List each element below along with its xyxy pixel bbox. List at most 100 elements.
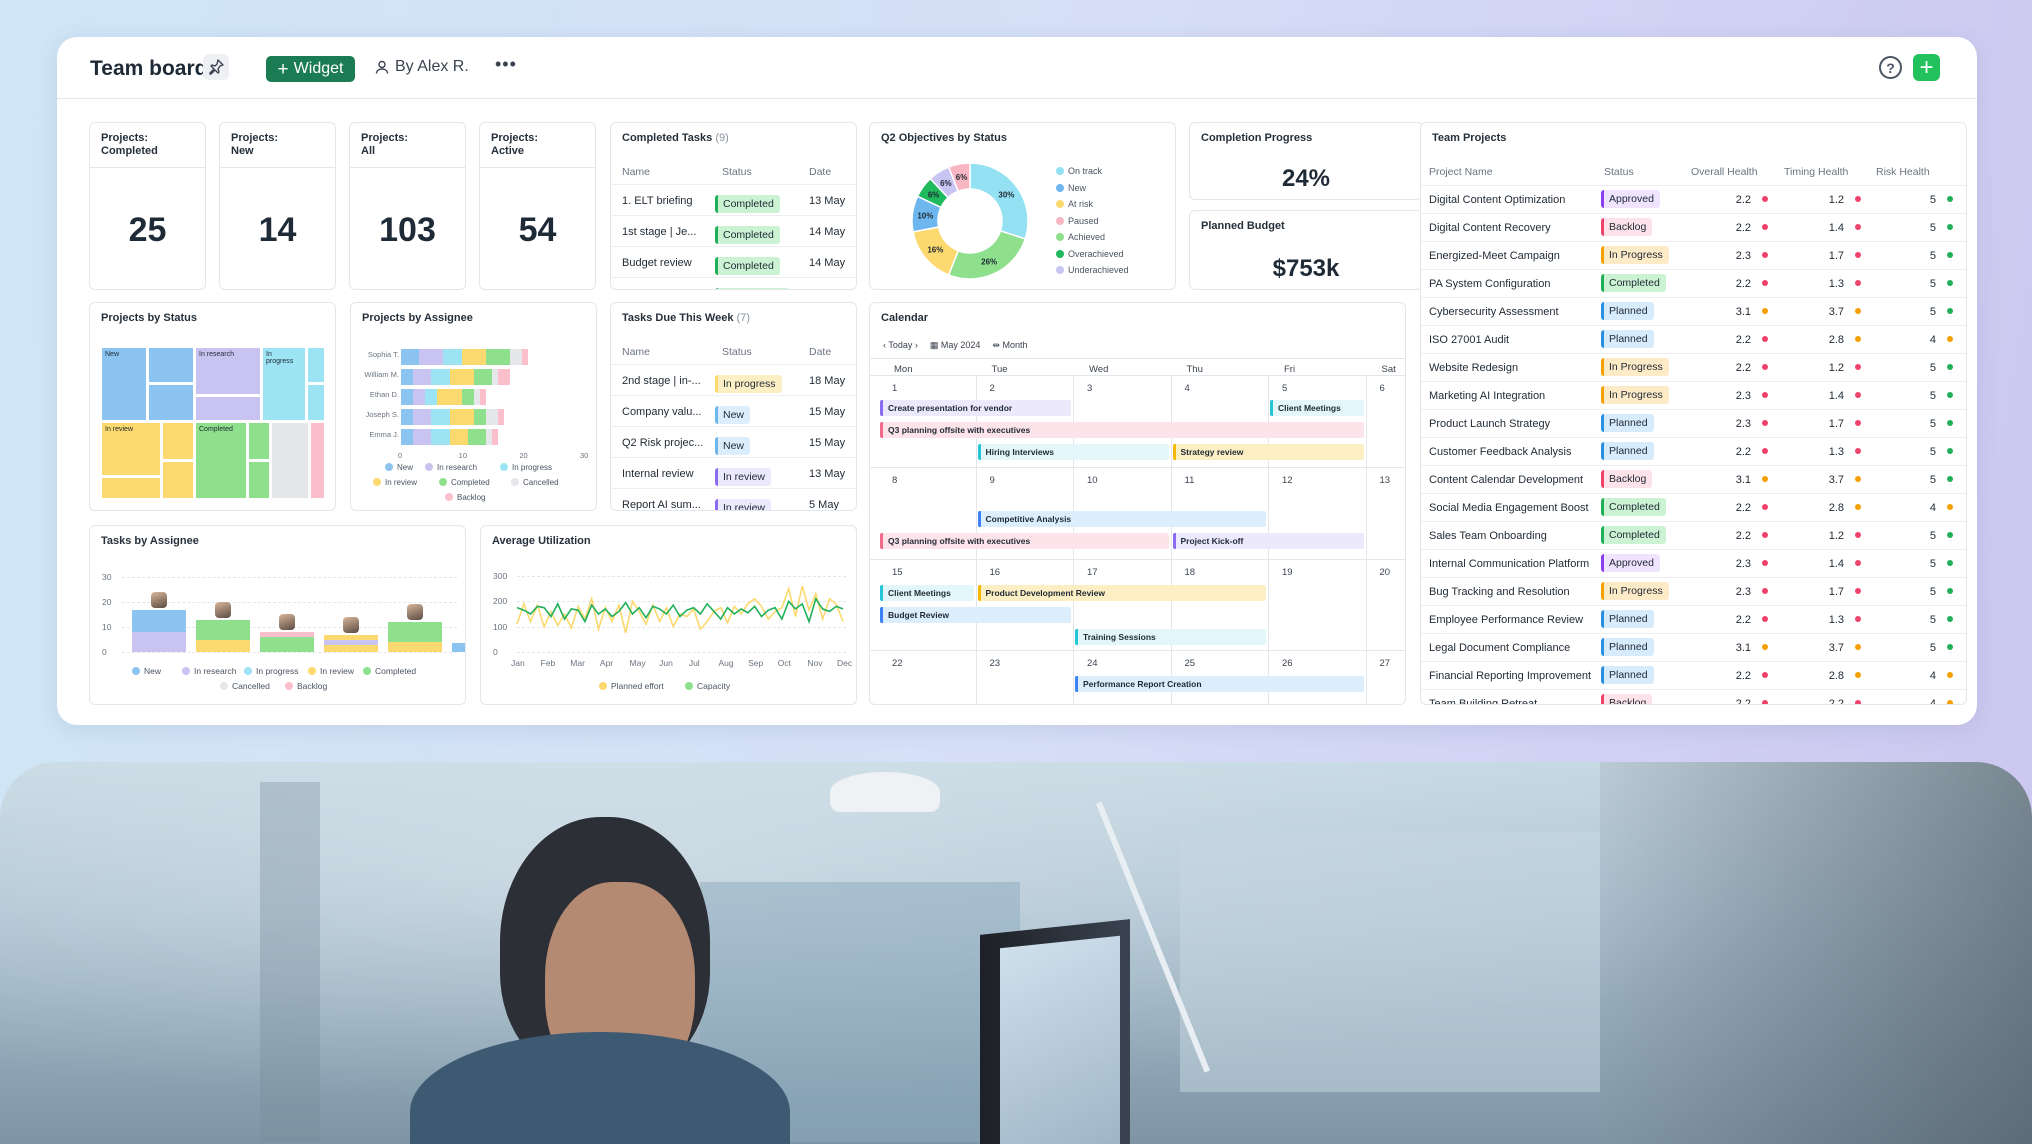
- table-row[interactable]: Budget review Completed 14 May: [611, 246, 856, 277]
- table-row[interactable]: Customer Feedback Analysis Planned 2.2 1.3 5: [1421, 437, 1966, 465]
- legend-item[interactable]: In review: [373, 478, 417, 487]
- legend-item[interactable]: On track: [1056, 166, 1102, 176]
- table-row[interactable]: ISO 27001 Audit Planned 2.2 2.8 4: [1421, 325, 1966, 353]
- bar-segment[interactable]: [449, 369, 474, 385]
- bar-segment[interactable]: [413, 429, 432, 445]
- bar-segment[interactable]: [413, 409, 432, 425]
- calendar-event[interactable]: Product Development Review: [977, 585, 1266, 601]
- column-header[interactable]: Status: [722, 166, 752, 178]
- table-row[interactable]: Digital Content Optimization Approved 2.2 1…: [1421, 185, 1966, 213]
- column-header[interactable]: Timing Health: [1784, 166, 1849, 178]
- calendar-event[interactable]: Hiring Interviews: [977, 444, 1169, 460]
- calendar-event[interactable]: Performance Report Creation: [1075, 676, 1364, 692]
- bar-segment[interactable]: [461, 389, 474, 405]
- bar-segment[interactable]: [401, 369, 414, 385]
- calendar-event[interactable]: Strategy review: [1172, 444, 1364, 460]
- legend-item[interactable]: Completed: [363, 666, 416, 676]
- owner-filter[interactable]: By Alex R.: [375, 58, 469, 76]
- calendar-day-cell[interactable]: [1268, 559, 1366, 651]
- calendar-event[interactable]: Project Kick-off: [1172, 533, 1364, 549]
- bar-segment[interactable]: [449, 429, 468, 445]
- help-button[interactable]: ?: [1879, 56, 1902, 79]
- calendar-event[interactable]: Training Sessions: [1075, 629, 1266, 645]
- capacity-line[interactable]: [516, 596, 844, 625]
- table-row[interactable]: Marketing AI Integration In Progress 2.3 1.…: [1421, 381, 1966, 409]
- add-widget-button[interactable]: + Widget: [266, 56, 355, 82]
- table-row[interactable]: Content Calendar Development Backlog 3.1 3.…: [1421, 465, 1966, 493]
- table-row[interactable]: Social Media Engagement Boost Completed 2.…: [1421, 493, 1966, 521]
- treemap-cell[interactable]: [249, 462, 269, 498]
- table-row[interactable]: Q2 Risk projec... New 15 May: [611, 426, 856, 457]
- table-row[interactable]: Cybersecurity Assessment Planned 3.1 3.7 5: [1421, 297, 1966, 325]
- bar-segment[interactable]: [419, 349, 444, 365]
- treemap-cell[interactable]: In review: [102, 423, 160, 475]
- table-row[interactable]: Internal review In review 13 May: [611, 457, 856, 488]
- calendar-day-cell[interactable]: [1365, 559, 1406, 651]
- legend-item[interactable]: In research: [425, 463, 477, 472]
- treemap-cell[interactable]: [149, 348, 193, 382]
- bar-segment[interactable]: [437, 389, 462, 405]
- legend-item[interactable]: Planned effort: [599, 681, 664, 691]
- donut-slice[interactable]: [947, 162, 971, 193]
- calendar-day-cell[interactable]: [975, 559, 1074, 651]
- legend-item[interactable]: Underachieved: [1056, 265, 1129, 275]
- calendar-event[interactable]: Client Meetings: [1270, 400, 1364, 416]
- bar-segment[interactable]: [473, 409, 486, 425]
- view-select[interactable]: ⇹ Month: [992, 340, 1028, 350]
- column-header[interactable]: Name: [622, 346, 651, 358]
- table-row[interactable]: Legal Document Compliance Planned 3.1 3.7 5: [1421, 633, 1966, 661]
- calendar-event[interactable]: Client Meetings: [880, 585, 974, 601]
- table-row[interactable]: Company valu... New 15 May: [611, 395, 856, 426]
- treemap-cell[interactable]: New: [102, 348, 146, 420]
- calendar-event[interactable]: Create presentation for vendor: [880, 400, 1071, 416]
- treemap-cell[interactable]: [149, 385, 193, 420]
- bar-segment[interactable]: [196, 619, 250, 640]
- bar-segment[interactable]: [132, 609, 186, 632]
- table-row[interactable]: Sales Team Onboarding Completed 2.2 1.2 5: [1421, 521, 1966, 549]
- treemap-cell[interactable]: [308, 385, 324, 420]
- column-header[interactable]: Overall Health: [1691, 166, 1758, 178]
- table-row[interactable]: Product Launch Strategy Planned 2.3 1.7 5: [1421, 409, 1966, 437]
- bar-segment[interactable]: [388, 622, 442, 642]
- bar-segment[interactable]: [260, 637, 314, 652]
- treemap-cell[interactable]: [249, 423, 269, 459]
- bar-segment[interactable]: [473, 389, 480, 405]
- legend-item[interactable]: Completed: [439, 478, 490, 487]
- calendar-day-cell[interactable]: [1073, 650, 1171, 704]
- table-row[interactable]: 2nd stage | in-... In progress 18 May: [611, 364, 856, 395]
- legend-item[interactable]: New: [1056, 183, 1086, 193]
- legend-item[interactable]: At risk: [1056, 199, 1093, 209]
- today-button[interactable]: ‹ Today ›: [883, 340, 918, 350]
- treemap-cell[interactable]: Completed: [196, 423, 246, 498]
- bar-segment[interactable]: [260, 632, 314, 637]
- calendar-day-cell[interactable]: [1365, 375, 1406, 467]
- bar-segment[interactable]: [467, 429, 486, 445]
- legend-item[interactable]: Backlog: [445, 493, 485, 502]
- stat-card[interactable]: Projects: All 103: [349, 122, 466, 290]
- bar-segment[interactable]: [401, 429, 414, 445]
- bar-segment[interactable]: [510, 349, 523, 365]
- calendar-event[interactable]: Q3 planning offsite with executives: [880, 422, 1364, 438]
- bar-segment[interactable]: [449, 409, 474, 425]
- table-row[interactable]: Digital Content Recovery Backlog 2.2 1.4 5: [1421, 213, 1966, 241]
- legend-item[interactable]: Capacity: [685, 681, 730, 691]
- bar-segment[interactable]: [479, 389, 486, 405]
- avatar[interactable]: [343, 616, 359, 633]
- calendar-event[interactable]: Budget Review: [880, 607, 1071, 623]
- avatar[interactable]: [407, 604, 423, 620]
- bar-segment[interactable]: [431, 429, 450, 445]
- table-row[interactable]: Team Building Retreat Backlog 2.2 2.2 4: [1421, 689, 1966, 704]
- table-row[interactable]: Energized-Meet Campaign In Progress 2.3 1.7…: [1421, 241, 1966, 269]
- bar-segment[interactable]: [132, 632, 186, 652]
- calendar-day-cell[interactable]: [1073, 375, 1171, 467]
- bar-segment[interactable]: [492, 369, 499, 385]
- bar-segment[interactable]: [485, 349, 511, 365]
- table-row[interactable]: 1st stage | Je... Completed 14 May: [611, 215, 856, 246]
- column-header[interactable]: Risk Health: [1876, 166, 1930, 178]
- treemap-cell[interactable]: [102, 478, 160, 498]
- legend-item[interactable]: Overachieved: [1056, 249, 1124, 259]
- more-options-button[interactable]: •••: [495, 54, 517, 74]
- treemap-cell[interactable]: [311, 423, 324, 498]
- donut-slice[interactable]: [969, 162, 1029, 240]
- bar-segment[interactable]: [413, 369, 432, 385]
